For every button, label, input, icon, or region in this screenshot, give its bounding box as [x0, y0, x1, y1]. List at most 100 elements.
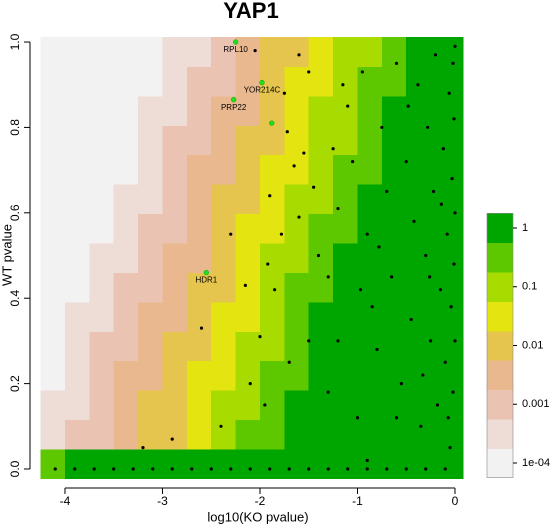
- heatmap-cell: [406, 302, 432, 333]
- heatmap-cell: [430, 125, 456, 156]
- point: [446, 416, 450, 420]
- heatmap-cell: [381, 125, 407, 156]
- heatmap-cell: [40, 302, 66, 333]
- x-tick-label: -4: [60, 494, 71, 508]
- heatmap-cell: [357, 36, 383, 67]
- heatmap-cell: [64, 272, 90, 303]
- point: [253, 48, 257, 53]
- heatmap-cell: [406, 243, 432, 274]
- heatmap-cell: [64, 419, 90, 450]
- heatmap-cell: [308, 390, 334, 420]
- heatmap-cell: [259, 125, 285, 156]
- heatmap-cell: [357, 360, 383, 391]
- heatmap-cell: [211, 125, 237, 156]
- heatmap-cell: [454, 213, 464, 244]
- heatmap-cell: [40, 213, 66, 244]
- heatmap-cell: [113, 95, 139, 126]
- y-tick-label: 0.0: [8, 460, 22, 477]
- y-tick-label: 1.0: [8, 33, 22, 50]
- point: [355, 416, 360, 420]
- heatmap-cell: [259, 272, 285, 303]
- heatmap-cell: [259, 448, 285, 479]
- heatmap-cell: [259, 331, 285, 362]
- heatmap-cell: [430, 331, 456, 362]
- heatmap-cell: [138, 302, 163, 333]
- legend-tick-label: 0.01: [522, 339, 543, 351]
- point: [268, 467, 272, 471]
- heatmap-cell: [64, 213, 90, 244]
- heatmap-cell: [357, 302, 383, 333]
- highlight-point: [259, 79, 265, 86]
- heatmap-cell: [308, 95, 334, 126]
- heatmap-cell: [89, 302, 115, 333]
- heatmap-cell: [162, 95, 188, 126]
- x-tick-label: -1: [352, 494, 363, 508]
- heatmap-cell: [89, 213, 115, 244]
- heatmap-cell: [454, 184, 464, 215]
- legend-swatch: [487, 448, 513, 479]
- point: [435, 403, 440, 407]
- heatmap-cell: [186, 184, 212, 215]
- heatmap-cell: [381, 154, 407, 185]
- point: [282, 91, 286, 95]
- heatmap-cell: [284, 66, 310, 97]
- heatmap-cell: [89, 243, 115, 274]
- point: [385, 189, 389, 194]
- heatmap-cell: [162, 419, 188, 450]
- heatmap-cell: [113, 154, 139, 185]
- heatmap-cell: [186, 125, 212, 156]
- point: [346, 104, 350, 108]
- heatmap-cell: [89, 66, 115, 97]
- legend-swatch: [487, 330, 513, 361]
- heatmap-cell: [333, 272, 358, 303]
- heatmap-cell: [406, 95, 432, 126]
- point: [452, 262, 456, 266]
- point: [431, 189, 436, 194]
- heatmap-cell: [259, 302, 285, 333]
- heatmap-cell: [381, 213, 407, 244]
- point: [453, 211, 457, 215]
- heatmap-cell: [284, 243, 310, 274]
- heatmap-cell: [40, 36, 66, 67]
- heatmap-cell: [211, 36, 237, 67]
- heatmap-cell: [454, 66, 464, 97]
- heatmap-cell: [89, 419, 115, 450]
- heatmap-cell: [186, 272, 212, 303]
- point: [443, 360, 447, 364]
- heatmap-cell: [113, 66, 139, 97]
- heatmap-cell: [162, 36, 188, 67]
- heatmap-cell: [89, 36, 115, 67]
- heatmap-cell: [186, 331, 212, 362]
- heatmap-cell: [113, 36, 139, 67]
- point: [229, 232, 233, 236]
- legend-swatch: [487, 213, 513, 244]
- heatmap-cell: [40, 272, 66, 303]
- point: [219, 424, 223, 428]
- point: [273, 288, 277, 292]
- heatmap-cell: [89, 125, 115, 156]
- point: [258, 335, 262, 339]
- point: [243, 283, 247, 288]
- heatmap-cell: [64, 154, 90, 185]
- heatmap-cell: [235, 419, 261, 450]
- heatmap-cell: [333, 125, 358, 156]
- heatmap-cell: [211, 448, 237, 479]
- heatmap-cell: [284, 419, 310, 450]
- y-tick-label: 0.4: [8, 290, 22, 307]
- heatmap-cell: [186, 360, 212, 391]
- heatmap-cell: [235, 331, 261, 362]
- heatmap-cell: [381, 184, 407, 215]
- heatmap-cell: [308, 419, 334, 450]
- heatmap-cell: [186, 419, 212, 450]
- point: [336, 206, 340, 211]
- point: [229, 467, 233, 471]
- point: [416, 83, 420, 87]
- heatmap-cell: [406, 360, 432, 391]
- legend-swatch: [487, 272, 513, 302]
- legend-tick-label: 0.1: [522, 281, 537, 293]
- point: [346, 467, 350, 471]
- heatmap-cell: [454, 36, 464, 67]
- y-tick-label: 0.6: [8, 204, 22, 221]
- point: [316, 253, 321, 258]
- heatmap-cell: [381, 272, 407, 303]
